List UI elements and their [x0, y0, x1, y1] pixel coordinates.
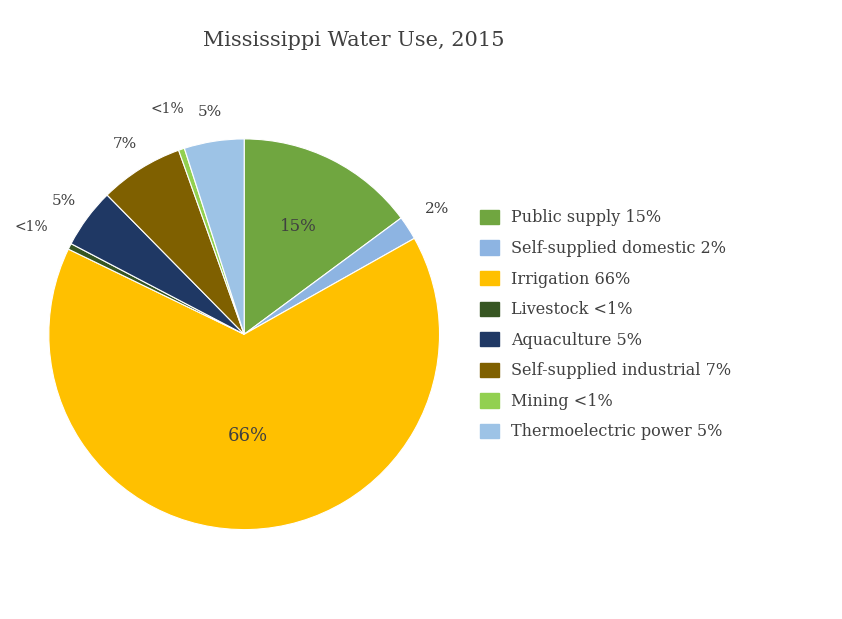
Text: <1%: <1% [14, 220, 48, 234]
Text: 15%: 15% [280, 218, 317, 235]
Wedge shape [179, 149, 244, 334]
Wedge shape [49, 238, 440, 530]
Text: 2%: 2% [425, 202, 450, 216]
Text: 7%: 7% [113, 137, 137, 151]
Text: 5%: 5% [197, 105, 221, 119]
Text: 66%: 66% [227, 426, 268, 445]
Wedge shape [244, 139, 401, 334]
Text: Mississippi Water Use, 2015: Mississippi Water Use, 2015 [203, 31, 504, 50]
Wedge shape [71, 195, 244, 334]
Wedge shape [244, 218, 414, 334]
Wedge shape [107, 150, 244, 334]
Wedge shape [68, 244, 244, 334]
Text: <1%: <1% [151, 102, 184, 116]
Wedge shape [184, 139, 244, 334]
Text: 5%: 5% [51, 194, 76, 207]
Legend: Public supply 15%, Self-supplied domestic 2%, Irrigation 66%, Livestock <1%, Aqu: Public supply 15%, Self-supplied domesti… [479, 209, 732, 441]
